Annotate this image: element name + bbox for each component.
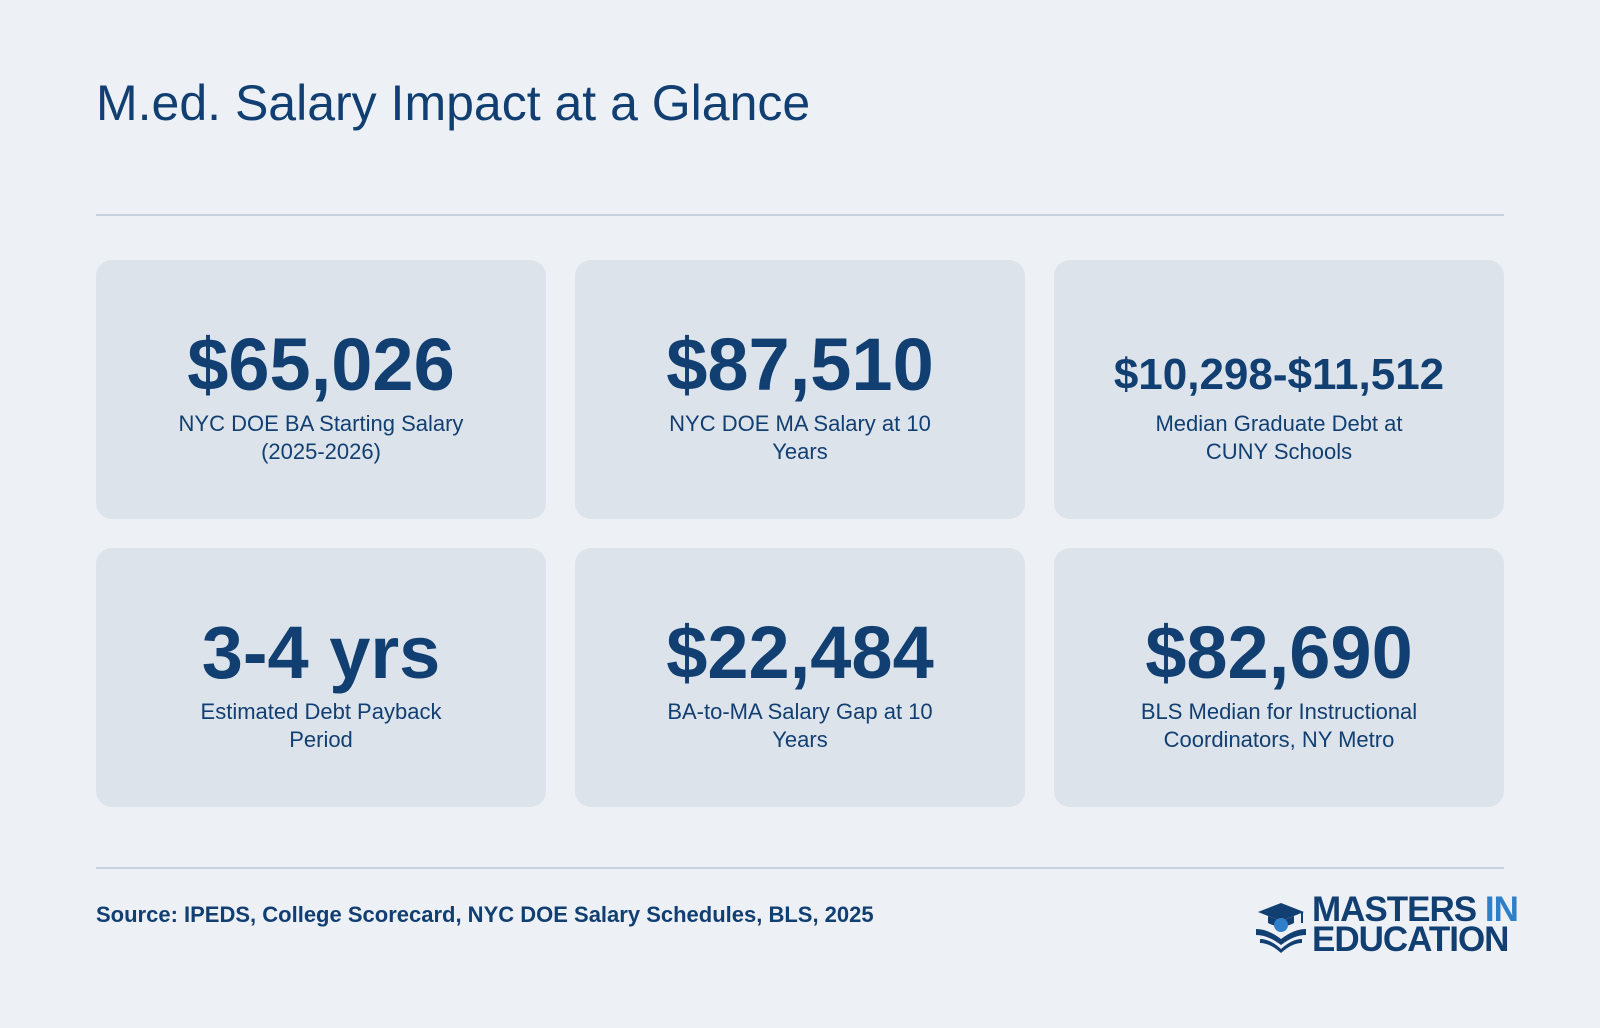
- stat-card-graduate-debt: $10,298-$11,512 Median Graduate Debt at …: [1054, 260, 1504, 519]
- stat-card-ma-salary-10-years: $87,510 NYC DOE MA Salary at 10 Years: [575, 260, 1025, 519]
- stat-label: NYC DOE MA Salary at 10 Years: [669, 411, 931, 464]
- bottom-divider: [96, 867, 1504, 869]
- stat-label: BA-to-MA Salary Gap at 10 Years: [667, 699, 933, 752]
- stat-value: $87,510: [666, 323, 934, 406]
- masters-in-education-logo[interactable]: MASTERS IN EDUCATION: [1252, 892, 1519, 959]
- stat-value: $10,298-$11,512: [1113, 350, 1445, 399]
- stat-label: Median Graduate Debt at CUNY Schools: [1155, 411, 1403, 464]
- top-divider: [96, 214, 1504, 216]
- stat-card-ba-starting-salary: $65,026 NYC DOE BA Starting Salary (2025…: [96, 260, 546, 519]
- source-note: Source: IPEDS, College Scorecard, NYC DO…: [96, 902, 874, 927]
- stat-label: BLS Median for Instructional Coordinator…: [1140, 699, 1418, 752]
- stat-label: NYC DOE BA Starting Salary (2025-2026): [178, 411, 464, 464]
- logo-word-education: EDUCATION: [1312, 920, 1509, 959]
- page-title: M.ed. Salary Impact at a Glance: [96, 75, 811, 131]
- stat-value: $65,026: [187, 323, 455, 406]
- stat-card-bls-median: $82,690 BLS Median for Instructional Coo…: [1054, 548, 1504, 807]
- graduation-cap-book-icon: [1256, 903, 1306, 953]
- logo-word-masters: MASTERS: [1312, 890, 1477, 929]
- stat-card-debt-payback: 3-4 yrs Estimated Debt Payback Period: [96, 548, 546, 807]
- logo-wordmark: MASTERS IN EDUCATION: [1312, 892, 1519, 959]
- stats-grid: $65,026 NYC DOE BA Starting Salary (2025…: [96, 260, 1504, 807]
- stat-value: 3-4 yrs: [201, 611, 441, 694]
- stat-card-salary-gap: $22,484 BA-to-MA Salary Gap at 10 Years: [575, 548, 1025, 807]
- stat-value: $22,484: [666, 611, 934, 694]
- stat-label: Estimated Debt Payback Period: [200, 699, 442, 752]
- stat-value: $82,690: [1145, 611, 1413, 694]
- logo-word-in: IN: [1484, 890, 1519, 929]
